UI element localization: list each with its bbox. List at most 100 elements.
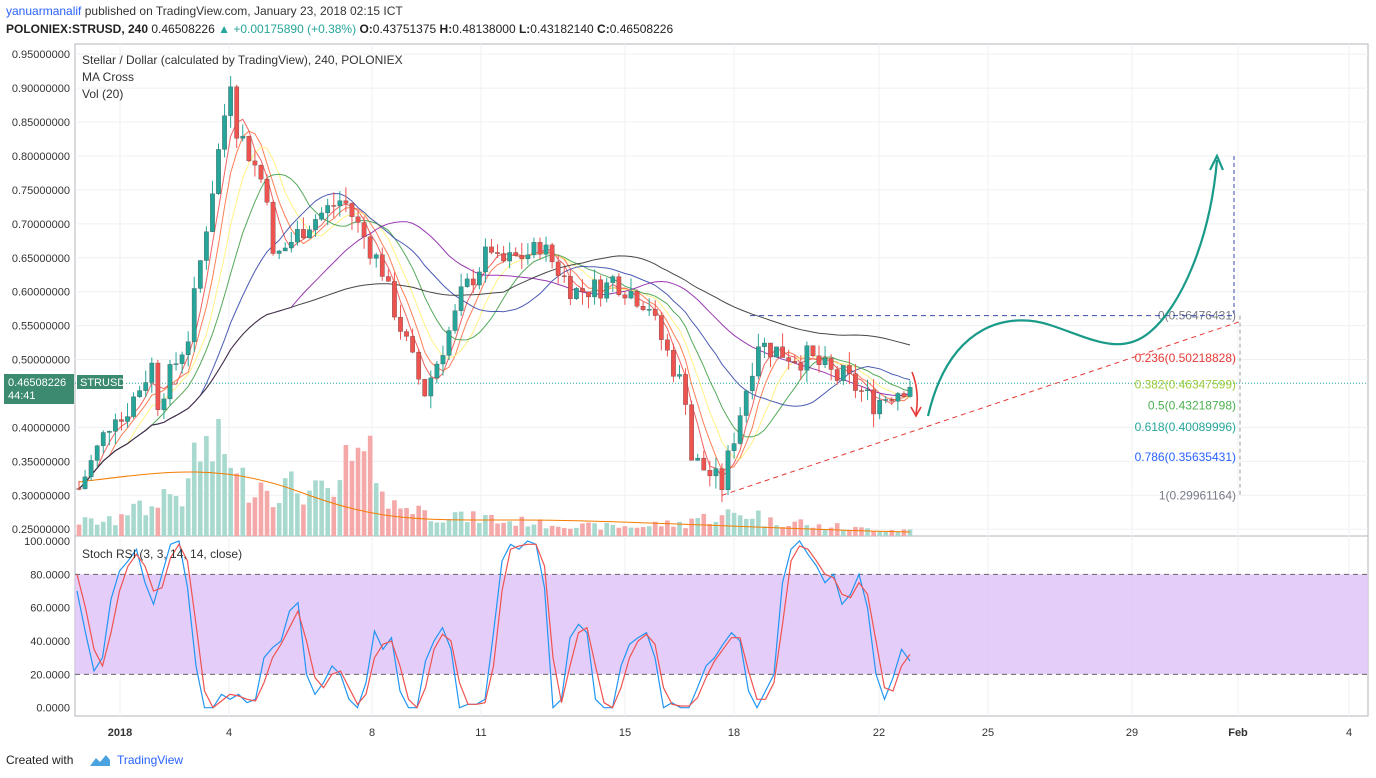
- high-label: H:: [439, 22, 453, 36]
- volume-bar: [604, 522, 610, 536]
- y-tick-label: 0.55000000: [12, 321, 70, 333]
- volume-bar: [355, 447, 361, 536]
- rsi-y-tick-label: 60.0000: [30, 603, 70, 615]
- candle-body: [622, 294, 628, 299]
- candle-body: [883, 399, 889, 401]
- volume-bar: [889, 530, 895, 536]
- candle-body: [683, 374, 688, 405]
- candle-body: [786, 357, 792, 362]
- rsi-y-tick-label: 40.0000: [30, 636, 70, 648]
- volume-bar: [452, 512, 458, 536]
- volume-bar: [713, 521, 719, 536]
- volume-bar: [762, 526, 767, 536]
- x-tick-label: 4: [1346, 727, 1352, 739]
- drop-arrow-head: [910, 406, 922, 418]
- candle-body: [871, 389, 876, 415]
- candle-body: [410, 336, 415, 353]
- candle-body: [179, 354, 185, 364]
- candle-body: [895, 393, 901, 402]
- stoch-rsi: [76, 540, 911, 710]
- candle-body: [452, 310, 458, 331]
- author-link[interactable]: yanuarmanalif: [6, 4, 82, 18]
- candle-body: [907, 387, 913, 397]
- candle-body: [834, 369, 840, 381]
- y-tick-label: 0.60000000: [12, 287, 70, 299]
- tradingview-link[interactable]: TradingView: [117, 753, 184, 767]
- volume-bar: [646, 526, 652, 536]
- y-tick-label: 0.65000000: [12, 253, 70, 265]
- candle-body: [762, 342, 767, 347]
- x-tick-label: 2018: [108, 727, 132, 739]
- volume-bar: [143, 515, 149, 536]
- volume-bar: [246, 502, 252, 536]
- volume-bars: [76, 419, 913, 536]
- volume-bar: [210, 461, 215, 536]
- candle-body: [258, 164, 264, 180]
- x-tick-label: 15: [619, 727, 631, 739]
- candle-body: [100, 432, 106, 446]
- candle-body: [191, 288, 197, 342]
- volume-bar: [440, 522, 446, 536]
- volume-bar: [616, 527, 622, 536]
- volume-bar: [586, 522, 591, 536]
- candle-body: [386, 276, 391, 282]
- candle-body: [222, 115, 227, 150]
- candle-body: [125, 416, 130, 422]
- moving-average-line: [78, 146, 911, 490]
- candle-body: [440, 355, 446, 365]
- symbol-label: POLONIEX:STRUSD, 240: [6, 22, 149, 36]
- fib-level-label: 0.786(0.35635431): [1135, 450, 1236, 464]
- moving-average-line: [78, 255, 911, 490]
- candle-body: [204, 231, 209, 261]
- candle-body: [507, 252, 513, 262]
- candle-body: [106, 431, 112, 433]
- legend-title: Stellar / Dollar (calculated by TradingV…: [82, 53, 403, 67]
- candle-body: [197, 260, 203, 289]
- price-pane[interactable]: [74, 43, 1369, 537]
- volume-bar: [458, 511, 464, 536]
- candle-body: [240, 136, 246, 139]
- volume-bar: [731, 512, 737, 536]
- candle-body: [288, 241, 294, 249]
- last-price: 0.46508226: [151, 22, 215, 36]
- candle-body: [246, 136, 252, 162]
- volume-bar: [598, 529, 603, 536]
- x-tick-label: 22: [873, 727, 885, 739]
- volume-bar: [828, 527, 834, 536]
- moving-average-line: [78, 130, 911, 490]
- fibonacci-retracement[interactable]: 0(0.56476431) 0.236(0.50218828) 0.382(0.46…: [1135, 309, 1241, 503]
- volume-bar: [507, 521, 512, 536]
- volume-bar: [689, 518, 694, 536]
- drawings[interactable]: [721, 153, 1241, 496]
- volume-bar: [634, 527, 640, 536]
- candle-body: [470, 278, 476, 286]
- volume-bar: [780, 527, 785, 536]
- volume-bar: [343, 445, 349, 536]
- volume-bar: [88, 518, 94, 536]
- volume-bar: [853, 526, 858, 536]
- x-tick-label: Feb: [1228, 727, 1248, 739]
- candle-body: [216, 149, 221, 194]
- candle-body: [373, 254, 379, 259]
- volume-bar: [240, 467, 246, 536]
- drop-arrow: [911, 371, 918, 415]
- volume-ma-line: [78, 471, 911, 533]
- tradingview-logo-icon[interactable]: [88, 752, 112, 768]
- volume-bar: [416, 505, 421, 536]
- volume-bar: [519, 516, 525, 536]
- candle-body: [677, 374, 682, 377]
- candle-body: [434, 363, 440, 379]
- candle-body: [349, 203, 355, 217]
- volume-bar: [367, 435, 373, 536]
- volume-bar: [865, 528, 870, 536]
- x-tick-label: 8: [369, 727, 375, 739]
- candle-body: [337, 200, 343, 207]
- volume-bar: [470, 511, 476, 536]
- volume-bar: [119, 514, 124, 536]
- rsi-y-tick-label: 80.0000: [30, 569, 70, 581]
- volume-bar: [161, 489, 167, 536]
- volume-bar: [895, 531, 901, 536]
- volume-bar: [489, 514, 494, 536]
- chart-canvas[interactable]: 0(0.56476431) 0.236(0.50218828) 0.382(0.46…: [0, 42, 1376, 742]
- price-tag-value: 0.46508226: [8, 377, 66, 389]
